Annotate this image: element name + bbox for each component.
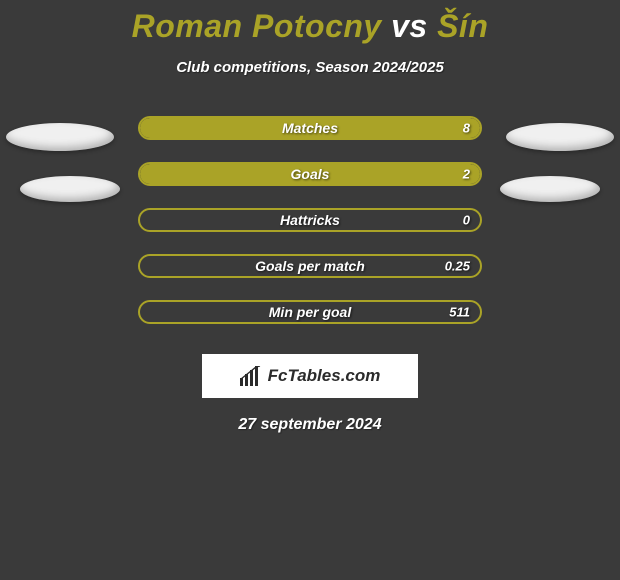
comparison-card: Roman Potocny vs Šín Club competitions, … xyxy=(0,0,620,434)
brand-box[interactable]: FcTables.com xyxy=(202,354,418,398)
title-player1: Roman Potocny xyxy=(132,8,382,44)
stats-list: Matches 8 Goals 2 Hattricks 0 Goals per match 0… xyxy=(0,116,620,324)
page-title: Roman Potocny vs Šín xyxy=(0,0,620,45)
title-vs: vs xyxy=(391,8,428,44)
stat-value-right: 0.25 xyxy=(445,259,470,274)
stat-value-right: 8 xyxy=(463,121,470,136)
bar-chart-icon xyxy=(240,366,264,386)
date-label: 27 september 2024 xyxy=(0,416,620,434)
stat-value-right: 2 xyxy=(463,167,470,182)
stat-value-right: 511 xyxy=(449,305,470,320)
title-player2: Šín xyxy=(437,8,488,44)
brand-text: FcTables.com xyxy=(268,366,381,386)
stat-value-right: 0 xyxy=(463,213,470,228)
stat-label: Hattricks xyxy=(280,212,340,228)
stat-label: Matches xyxy=(282,120,338,136)
stat-row: Matches 8 xyxy=(138,116,482,140)
stat-row: Min per goal 511 xyxy=(138,300,482,324)
stat-label: Goals per match xyxy=(255,258,365,274)
stat-row: Goals 2 xyxy=(138,162,482,186)
stat-label: Goals xyxy=(291,166,330,182)
stat-row: Goals per match 0.25 xyxy=(138,254,482,278)
stat-label: Min per goal xyxy=(269,304,351,320)
subtitle: Club competitions, Season 2024/2025 xyxy=(0,59,620,76)
stat-row: Hattricks 0 xyxy=(138,208,482,232)
